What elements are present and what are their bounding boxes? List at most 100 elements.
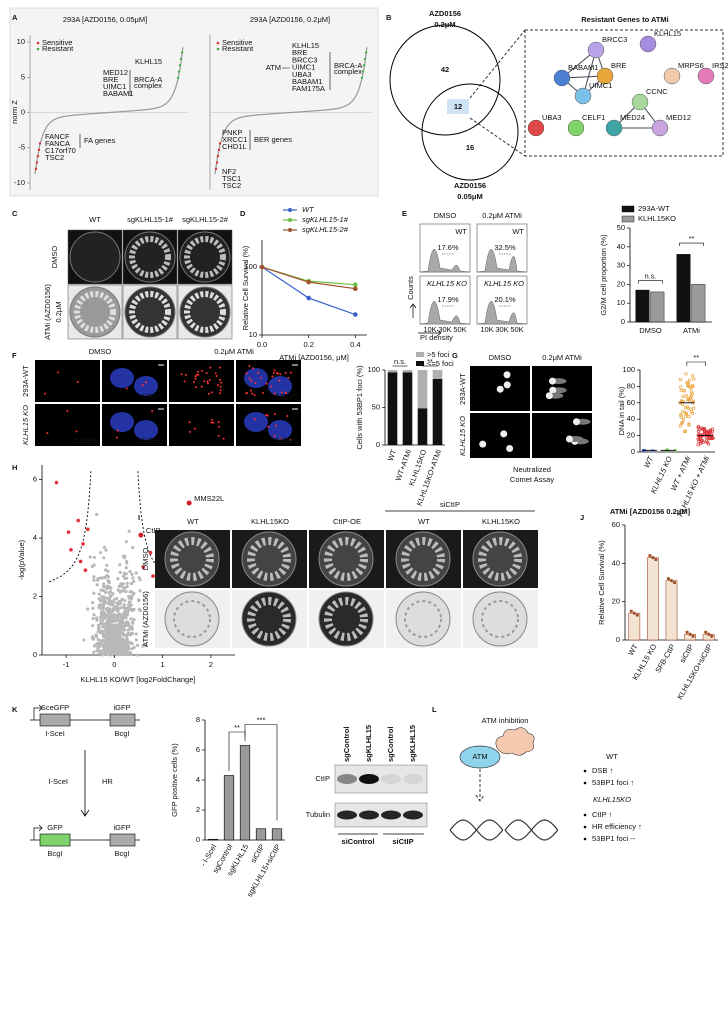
legend-label: WT <box>302 205 315 214</box>
network-node <box>596 67 614 85</box>
background-point <box>127 529 131 533</box>
focus <box>287 376 290 379</box>
legend-label: <=5 foci <box>427 359 454 368</box>
column-label: DMSO <box>489 353 512 362</box>
background-point <box>97 649 101 653</box>
x-tick-label: 0.2 <box>303 340 313 349</box>
background-point <box>122 622 126 626</box>
gene: PNKP <box>222 128 242 137</box>
colonies <box>184 236 226 278</box>
focus <box>279 437 282 440</box>
colonies <box>478 537 522 581</box>
point <box>353 312 358 317</box>
sensitive-dot <box>38 142 42 145</box>
focus <box>196 370 199 373</box>
legend-label: Resistant <box>222 44 254 53</box>
y-tick-label: 0 <box>21 107 25 116</box>
point-label: MMS22L <box>194 494 224 503</box>
bar <box>628 612 641 641</box>
group-label: BRCA-A <box>334 61 362 70</box>
column-label: sgKLHL15-2# <box>182 215 229 224</box>
x-tick-label: 1 <box>161 660 165 669</box>
background-point <box>128 633 133 637</box>
background-point <box>130 572 134 576</box>
axis-label: Relative Cell Survival (%) <box>597 540 606 625</box>
background-point <box>102 556 106 560</box>
y-tick-label: 0 <box>631 447 635 456</box>
background-point <box>123 586 127 590</box>
tail-dot <box>710 436 714 440</box>
step-label: I-SceI <box>48 777 68 786</box>
background-point <box>134 571 138 575</box>
significant-point <box>83 568 88 573</box>
tail-dot <box>710 427 715 431</box>
y-tick-label: 0 <box>33 650 37 659</box>
gene: ATM <box>266 63 281 72</box>
node-label: BRCC3 <box>602 35 627 44</box>
background-point <box>90 564 94 569</box>
axis-label: norm Z <box>10 100 19 124</box>
background-point <box>125 576 129 580</box>
background-point <box>116 588 120 592</box>
x-tick-label: KLHL15KO+siCtIP <box>675 642 714 700</box>
nucleus <box>134 420 158 440</box>
lane-label: sgControl <box>386 727 395 762</box>
tail-dot <box>684 412 688 416</box>
focus <box>116 429 119 432</box>
focus <box>141 384 144 387</box>
tail-dot <box>680 402 685 406</box>
focus <box>144 381 147 384</box>
network-node <box>631 93 649 111</box>
background-point <box>137 576 141 580</box>
well <box>69 231 121 283</box>
background-point <box>132 618 136 622</box>
background-point <box>116 608 120 612</box>
background-point <box>105 563 109 567</box>
site-label: BcgI <box>114 729 129 738</box>
sensitive-dot <box>215 161 219 164</box>
focus <box>218 378 221 381</box>
tail-dot <box>681 417 686 422</box>
histogram-frame <box>476 275 528 325</box>
background-point <box>92 650 96 654</box>
background-point <box>112 650 117 654</box>
set-label: AZD0156 <box>429 9 461 18</box>
count: 42 <box>441 65 449 74</box>
focus <box>284 372 287 375</box>
panel-letter: H <box>12 463 17 472</box>
background-point <box>92 613 96 617</box>
background-point <box>96 578 100 582</box>
replicate <box>707 632 711 636</box>
x-tick-label: 0.4 <box>350 340 360 349</box>
panel-letter: K <box>12 705 18 714</box>
focus <box>248 365 251 368</box>
gene: TSC1 <box>222 174 241 183</box>
background-point <box>130 608 134 613</box>
background-point <box>101 588 106 593</box>
network-node <box>605 119 623 137</box>
background-point <box>110 624 115 628</box>
background-point <box>86 607 90 611</box>
significance: ** <box>234 723 240 732</box>
row-label: 0.2μM <box>54 302 63 323</box>
count: 16 <box>466 143 474 152</box>
comet-head <box>548 377 556 385</box>
promoter-arrow <box>33 824 43 840</box>
replicate <box>648 553 652 558</box>
background-point <box>127 641 132 645</box>
y-tick-label: 0 <box>616 635 620 644</box>
background-point <box>128 652 132 657</box>
dna-strand <box>449 819 504 841</box>
focus <box>196 373 199 376</box>
tail-dot <box>680 399 684 403</box>
caption: Comet Assay <box>510 475 554 484</box>
background-point <box>110 615 114 619</box>
tail-dot <box>689 386 693 390</box>
nucleus <box>110 368 134 388</box>
focus <box>286 414 289 417</box>
background-point <box>99 618 103 622</box>
background-point <box>135 643 140 647</box>
significant-point <box>76 518 80 523</box>
group-title: KLHL15KO <box>593 795 631 804</box>
